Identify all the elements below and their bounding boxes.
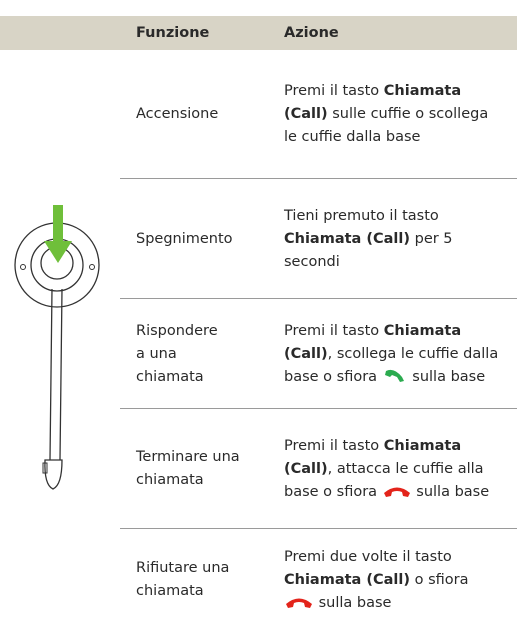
action-cell: Premi due volte il tasto Chiamata (Call)… — [284, 546, 499, 615]
text: sulla base — [314, 595, 391, 611]
text: Premi il tasto — [284, 83, 384, 99]
function-cell: Terminare una chiamata — [136, 446, 256, 492]
action-cell: Premi il tasto Chiamata (Call) sulle cuf… — [284, 80, 499, 149]
action-cell: Tieni premuto il tasto Chiamata (Call) p… — [284, 205, 499, 274]
header-function: Funzione — [136, 22, 209, 45]
table-row: Rispondere a una chiamata Premi il tasto… — [120, 298, 517, 409]
table-row: Accensione Premi il tasto Chiamata (Call… — [120, 50, 517, 178]
table-row: Terminare una chiamata Premi il tasto Ch… — [120, 408, 517, 529]
action-cell: Premi il tasto Chiamata (Call), scollega… — [284, 320, 499, 389]
function-cell: Spegnimento — [136, 228, 256, 251]
table-row: Rifiutare una chiamata Premi due volte i… — [120, 528, 517, 630]
action-cell: Premi il tasto Chiamata (Call), attacca … — [284, 435, 499, 504]
header-action: Azione — [284, 22, 339, 45]
bold-text: Chiamata (Call) — [284, 572, 410, 588]
function-cell: Rifiutare una chiamata — [136, 557, 251, 603]
headset-illustration — [10, 205, 110, 500]
function-cell: Accensione — [136, 103, 256, 126]
text: Premi il tasto — [284, 323, 384, 339]
text: Premi il tasto — [284, 438, 384, 454]
text: o sfiora — [410, 572, 469, 588]
text: Premi due volte il tasto — [284, 549, 452, 565]
text: sulla base — [408, 369, 485, 385]
bold-text: Chiamata (Call) — [284, 231, 410, 247]
end-call-icon — [382, 484, 412, 498]
function-cell: Rispondere a una chiamata — [136, 320, 231, 389]
table-row: Spegnimento Tieni premuto il tasto Chiam… — [120, 178, 517, 299]
text: Tieni premuto il tasto — [284, 208, 439, 224]
answer-call-icon — [382, 367, 408, 383]
reject-call-icon — [284, 595, 314, 609]
table-header: Funzione Azione — [0, 16, 517, 50]
text: sulla base — [412, 484, 489, 500]
